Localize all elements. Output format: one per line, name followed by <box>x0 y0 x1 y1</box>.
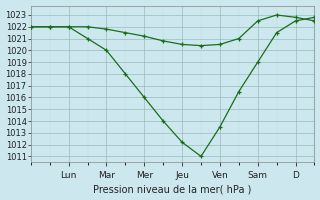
X-axis label: Pression niveau de la mer( hPa ): Pression niveau de la mer( hPa ) <box>93 184 252 194</box>
